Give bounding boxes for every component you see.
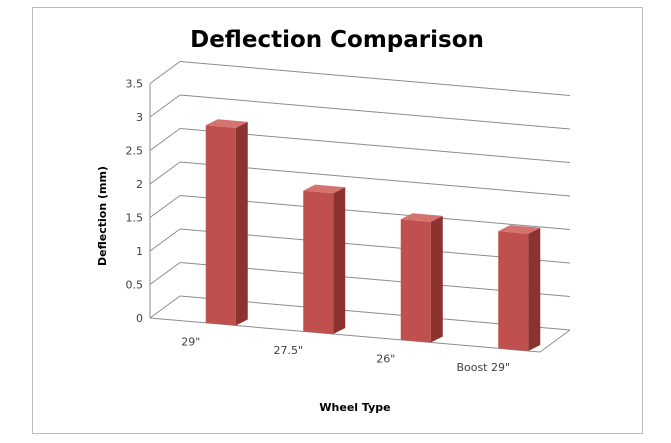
bar-1 [303, 190, 334, 334]
y-tick-label: 2 [136, 178, 143, 191]
gridline-side-2 [149, 228, 181, 252]
bar-3 [498, 231, 529, 351]
x-axis-right-edge [539, 329, 571, 353]
y-tick-label: 0 [136, 312, 143, 325]
bars [205, 119, 541, 351]
y-tick-label: 2.5 [126, 145, 144, 158]
y-tick-label: 3.5 [126, 78, 144, 91]
y-tick-label: 3 [136, 111, 143, 124]
gridline-side-6 [149, 94, 181, 118]
gridline-7 [179, 61, 571, 96]
gridline-side-0 [149, 295, 181, 319]
x-tick-label: Boost 29" [456, 361, 510, 374]
y-axis-title: Deflection (mm) [96, 166, 109, 266]
gridline-6 [179, 94, 571, 130]
gridline-side-3 [149, 195, 181, 218]
bar-side-1 [333, 187, 346, 334]
gridline-side-4 [149, 161, 181, 185]
gridline-side-1 [149, 262, 181, 285]
y-tick-labels: 0 0.5 1 1.5 2 2.5 3 3.5 [126, 78, 144, 326]
bar-top-1 [303, 184, 346, 194]
bar-0 [205, 125, 236, 326]
x-tick-label: 27.5" [273, 344, 303, 357]
y-tick-label: 1.5 [126, 212, 144, 225]
bar-top-2 [400, 213, 443, 222]
bar-top-0 [205, 119, 248, 128]
chart-title: Deflection Comparison [190, 27, 484, 53]
y-tick-label: 0.5 [126, 279, 144, 292]
bar-side-0 [235, 121, 248, 326]
bar-2 [400, 219, 431, 343]
category-labels: 29" 27.5" 26" Boost 29" [181, 336, 510, 375]
x-tick-label: 29" [181, 336, 200, 349]
x-tick-label: 26" [376, 353, 395, 366]
x-axis-title: Wheel Type [319, 401, 390, 414]
bar-side-2 [430, 215, 443, 343]
gridline-side-7 [149, 61, 181, 84]
bar-side-3 [528, 227, 541, 351]
gridline-side-5 [149, 128, 181, 151]
bar-top-3 [498, 225, 541, 234]
y-tick-label: 1 [136, 245, 143, 258]
